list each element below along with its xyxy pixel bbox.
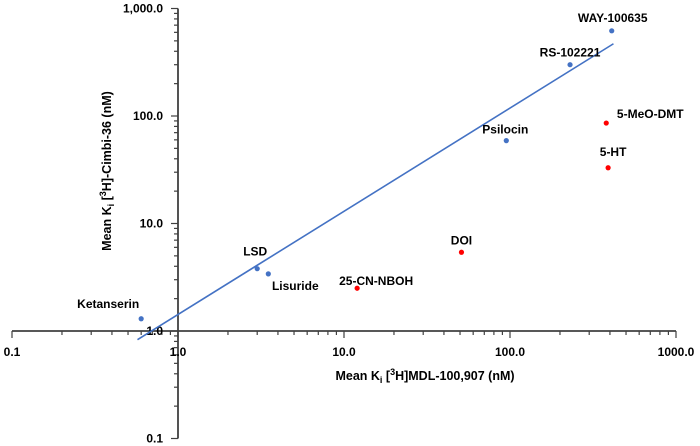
y-axis-title: Mean Ki [3H]-Cimbi-36 (nM)	[98, 91, 116, 251]
data-point-5-meo-dmt	[603, 120, 609, 126]
y-tick-label: 10.0	[140, 217, 164, 231]
data-point-rs-102221	[567, 62, 573, 68]
y-tick-label: 1.0	[146, 324, 163, 338]
data-point-label: Lisuride	[272, 279, 319, 293]
x-tick-label: 100.0	[495, 345, 525, 359]
y-tick-label: 100.0	[133, 109, 163, 123]
data-point-label: 5-HT	[600, 145, 627, 159]
x-tick-label: 0.1	[4, 345, 21, 359]
data-point-psilocin	[503, 138, 509, 144]
data-point-label: 25-CN-NBOH	[339, 274, 413, 288]
y-tick-label: 1,000.0	[123, 2, 163, 16]
data-point-label: Psilocin	[482, 123, 528, 137]
data-point-label: LSD	[243, 245, 267, 259]
data-point-way-100635	[609, 28, 615, 34]
x-axis-title: Mean Ki [3H]MDL-100,907 (nM)	[335, 367, 514, 385]
trend-line	[137, 43, 614, 341]
y-tick-label: 0.1	[146, 432, 163, 446]
data-point-lsd	[254, 266, 260, 272]
x-tick-label: 10.0	[332, 345, 356, 359]
data-point-label: WAY-100635	[578, 11, 648, 25]
x-tick-label: 1000.0	[658, 345, 695, 359]
data-point-label: Ketanserin	[77, 297, 139, 311]
data-point-label: DOI	[451, 233, 472, 247]
data-point-label: RS-102221	[540, 46, 601, 60]
data-point-doi	[458, 249, 465, 255]
data-point-label: 5-MeO-DMT	[617, 107, 684, 121]
data-point-25-cn-nboh	[354, 285, 360, 291]
data-point-lisuride	[265, 271, 271, 277]
x-tick-label: 1.0	[170, 345, 187, 359]
data-point-5-ht	[605, 165, 611, 171]
data-point-ketanserin	[138, 316, 144, 322]
